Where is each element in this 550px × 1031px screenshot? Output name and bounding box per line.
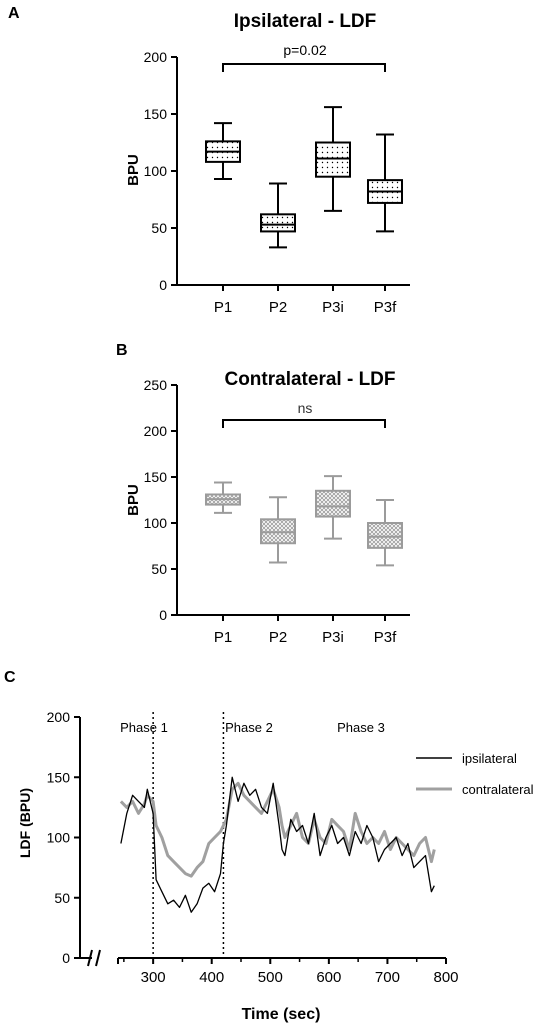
panel-b-box bbox=[367, 522, 403, 549]
panel-b-y-tick-label: 150 bbox=[144, 469, 168, 485]
panel-a-y-tick-label: 0 bbox=[159, 277, 167, 293]
panel-c-x-tick-label: 400 bbox=[199, 969, 224, 986]
phase-label-2: Phase 2 bbox=[225, 720, 273, 735]
panel-c-y-tick-label: 100 bbox=[47, 830, 71, 846]
panel-b: B Contralateral - LDF BPU ns bbox=[116, 342, 396, 516]
panel-a-box bbox=[260, 213, 296, 233]
phase-label-1: Phase 1 bbox=[120, 720, 168, 735]
chart-marks: 0 50 100 150 200 P1 P2 P3i P3f 0 50 100 150 200 250 P1 P… bbox=[47, 49, 459, 986]
panel-a-x-tick-label: P3i bbox=[322, 299, 344, 316]
panel-a-y-label: BPU bbox=[125, 154, 142, 186]
panel-b-letter: B bbox=[116, 342, 128, 359]
panel-b-y-tick-label: 50 bbox=[151, 561, 167, 577]
panel-c-axis-break bbox=[95, 949, 101, 967]
panel-c-y-label: LDF (BPU) bbox=[17, 788, 33, 858]
panel-b-x-tick-label: P3f bbox=[374, 629, 397, 646]
panel-a-y-tick-label: 100 bbox=[144, 163, 168, 179]
panel-b-significance-bracket bbox=[222, 419, 386, 428]
series-line-contralateral bbox=[119, 781, 436, 878]
panel-b-title: Contralateral - LDF bbox=[224, 369, 395, 390]
panel-c-x-tick-label: 600 bbox=[316, 969, 341, 986]
panel-c-axis-break bbox=[87, 949, 93, 967]
panel-b-y-tick-label: 200 bbox=[144, 423, 168, 439]
panel-b-x-tick-label: P3i bbox=[322, 629, 344, 646]
panel-c-x-tick-label: 500 bbox=[258, 969, 283, 986]
panel-b-y-tick-label: 100 bbox=[144, 515, 168, 531]
panel-a-y-tick-label: 200 bbox=[144, 49, 168, 65]
panel-c-y-tick-label: 200 bbox=[47, 709, 71, 725]
series-line-ipsilateral bbox=[120, 776, 435, 913]
panel-c-x-label: Time (sec) bbox=[242, 1006, 321, 1023]
panel-b-y-tick-label: 250 bbox=[144, 377, 168, 393]
panel-c-x-tick-label: 800 bbox=[433, 969, 458, 986]
panel-a-title: Ipsilateral - LDF bbox=[234, 11, 377, 32]
panel-c-letter: C bbox=[4, 669, 16, 686]
panel-a-y-tick-label: 50 bbox=[151, 220, 167, 236]
panel-a-box bbox=[315, 141, 351, 178]
panel-a-comparison-label: p=0.02 bbox=[283, 42, 326, 58]
panel-b-comparison-label: ns bbox=[298, 400, 313, 416]
panel-c-y-tick-label: 150 bbox=[47, 769, 71, 785]
panel-b-y-tick-label: 0 bbox=[159, 607, 167, 623]
panel-a-y-tick-label: 150 bbox=[144, 106, 168, 122]
panel-c-y-tick-label: 0 bbox=[62, 950, 70, 966]
panel-a: A Ipsilateral - LDF BPU p=0.02 bbox=[8, 5, 376, 186]
phase-label-3: Phase 3 bbox=[337, 720, 385, 735]
panel-a-x-tick-label: P1 bbox=[214, 299, 232, 316]
panel-c-y-tick-label: 50 bbox=[54, 890, 70, 906]
panel-b-x-tick-label: P1 bbox=[214, 629, 232, 646]
panel-b-x-tick-label: P2 bbox=[269, 629, 287, 646]
panel-a-significance-bracket bbox=[222, 63, 386, 72]
panel-a-x-tick-label: P3f bbox=[374, 299, 397, 316]
panel-a-letter: A bbox=[8, 5, 20, 22]
panel-a-x-tick-label: P2 bbox=[269, 299, 287, 316]
legend-label-contralateral: contralateral bbox=[462, 782, 534, 797]
legend-label-ipsilateral: ipsilateral bbox=[462, 751, 517, 766]
panel-c: C LDF (BPU) Time (sec) ipsilateral contr… bbox=[4, 669, 534, 1023]
panel-b-box bbox=[315, 489, 351, 518]
panel-c-x-tick-label: 300 bbox=[141, 969, 166, 986]
panel-c-x-tick-label: 700 bbox=[375, 969, 400, 986]
panel-b-y-label: BPU bbox=[125, 484, 142, 516]
